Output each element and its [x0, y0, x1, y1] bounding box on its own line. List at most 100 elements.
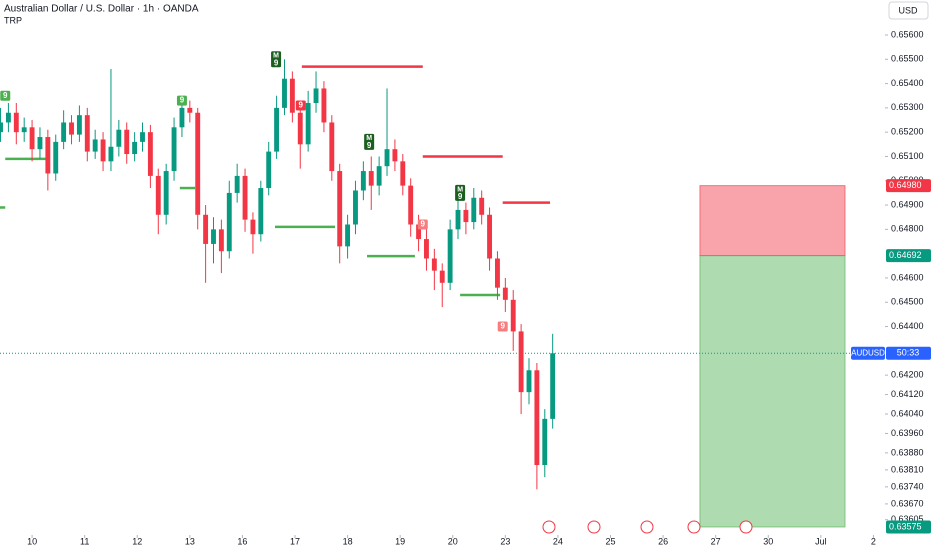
- x-tick-label: 12: [132, 536, 142, 546]
- symbol-label: AUDUSD: [851, 348, 885, 357]
- candle-body: [171, 127, 177, 172]
- signal-count: 9: [3, 91, 8, 100]
- candle-body: [29, 127, 35, 150]
- candle-body: [108, 146, 114, 162]
- candle-body: [455, 209, 461, 230]
- currency-label: USD: [898, 5, 918, 15]
- candle-body: [534, 370, 540, 466]
- candle-body: [463, 209, 469, 223]
- x-tick-label: 2: [871, 536, 876, 546]
- candle-body: [400, 161, 406, 186]
- y-tick-label: 0.64120: [891, 389, 924, 399]
- signal-count: 9: [458, 192, 463, 201]
- signal-badge: [455, 184, 466, 201]
- candle-body: [321, 88, 327, 123]
- x-tick-label: 16: [237, 536, 247, 546]
- candle-body: [13, 112, 19, 133]
- candle-body: [195, 112, 201, 215]
- event-icon[interactable]: [542, 520, 556, 534]
- chart-subtitle: TRP: [4, 15, 22, 25]
- event-icons: [542, 520, 753, 534]
- signal-top: M: [457, 186, 463, 193]
- y-tick-label: 0.63670: [891, 498, 924, 508]
- candle-body: [360, 171, 366, 191]
- candle-body: [392, 149, 398, 162]
- candle-body: [345, 224, 351, 247]
- x-tick-label: 25: [606, 536, 616, 546]
- candle-body: [45, 137, 51, 174]
- candle-body: [376, 166, 382, 186]
- candle-body: [526, 370, 532, 393]
- candle-body: [353, 190, 358, 225]
- y-tick-label: 0.63740: [891, 481, 924, 491]
- event-icon[interactable]: [640, 520, 654, 534]
- signal-count: 9: [500, 322, 505, 331]
- candle-body: [510, 299, 516, 332]
- candle-body: [266, 151, 272, 189]
- chart-title: Australian Dollar / U.S. Dollar · 1h · O…: [4, 4, 199, 15]
- candle-body: [447, 229, 453, 283]
- x-tick-label: Jul: [815, 536, 827, 546]
- signal-top: M: [366, 135, 372, 142]
- x-tick-label: 24: [553, 536, 563, 546]
- candle-body: [431, 258, 437, 271]
- candle-body: [155, 175, 161, 215]
- y-tick-label: 0.63605: [891, 514, 924, 524]
- candle-body: [147, 132, 153, 176]
- x-tick-label: 11: [80, 536, 89, 546]
- candle-body: [226, 192, 232, 252]
- signal-badge: [497, 321, 508, 332]
- event-icon[interactable]: [687, 520, 701, 534]
- event-icon[interactable]: [739, 520, 753, 534]
- candle-body: [53, 141, 59, 174]
- price-label: 0.63575: [889, 521, 922, 531]
- y-tick-label: 0.64800: [891, 224, 924, 234]
- signal-badge: [0, 90, 11, 101]
- candle-body: [69, 122, 74, 135]
- target-zone: [699, 255, 846, 528]
- signal-count: 9: [180, 96, 185, 105]
- candle-body: [5, 112, 11, 123]
- candle-body: [179, 107, 185, 128]
- y-tick-label: 0.63880: [891, 447, 924, 457]
- candle-body: [282, 78, 287, 108]
- y-tick-label: 0.65600: [891, 29, 924, 39]
- x-tick-label: 23: [500, 536, 510, 546]
- candle-body: [550, 353, 556, 419]
- candle-body: [92, 139, 98, 152]
- candle-body: [416, 224, 422, 240]
- candle-body: [518, 331, 524, 393]
- price-label-box: [886, 179, 931, 193]
- candle-body: [116, 129, 122, 147]
- signal-count: 9: [299, 101, 304, 110]
- y-tick-label: 0.63810: [891, 464, 924, 474]
- y-tick-label: 0.65400: [891, 78, 924, 88]
- candle-body: [76, 115, 82, 135]
- y-tick-label: 0.64500: [891, 297, 924, 307]
- candle-body: [424, 239, 429, 259]
- candle-body: [187, 107, 193, 113]
- price-label: 0.64980: [889, 180, 922, 190]
- event-icon[interactable]: [587, 520, 601, 534]
- signal-count: 9: [367, 141, 372, 150]
- y-tick-label: 0.64200: [891, 370, 924, 380]
- candle-body: [487, 214, 493, 259]
- candle-body: [258, 188, 264, 235]
- candle-body: [140, 132, 145, 142]
- candle-body: [0, 122, 3, 133]
- signal-badge: [176, 95, 187, 106]
- price-label: 0.64692: [889, 250, 922, 260]
- y-tick-label: 0.65100: [891, 151, 924, 161]
- currency-button[interactable]: [888, 1, 929, 20]
- candle-body: [297, 112, 303, 145]
- signal-badge: [364, 133, 375, 150]
- candle-body: [100, 139, 106, 162]
- candle-body: [21, 127, 27, 133]
- candle-body: [218, 229, 224, 252]
- x-tick-label: 20: [448, 536, 458, 546]
- candle-body: [479, 197, 485, 215]
- stop-zone: [699, 185, 846, 257]
- x-tick-label: 18: [343, 536, 353, 546]
- price-label-box: [886, 520, 931, 534]
